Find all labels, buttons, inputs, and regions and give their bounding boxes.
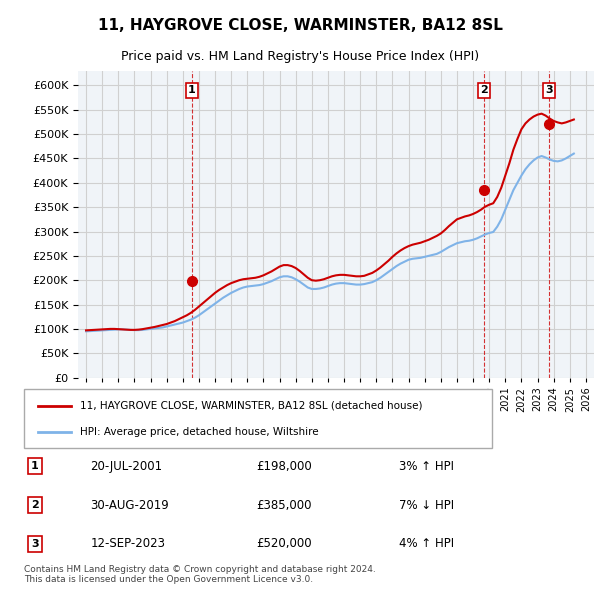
Text: 1: 1 bbox=[188, 86, 196, 95]
Text: 11, HAYGROVE CLOSE, WARMINSTER, BA12 8SL (detached house): 11, HAYGROVE CLOSE, WARMINSTER, BA12 8SL… bbox=[80, 401, 422, 411]
Text: HPI: Average price, detached house, Wiltshire: HPI: Average price, detached house, Wilt… bbox=[80, 427, 319, 437]
Text: 20-JUL-2001: 20-JUL-2001 bbox=[90, 460, 163, 473]
Text: £385,000: £385,000 bbox=[256, 499, 311, 512]
Text: £198,000: £198,000 bbox=[256, 460, 311, 473]
Text: 7% ↓ HPI: 7% ↓ HPI bbox=[400, 499, 454, 512]
Text: 12-SEP-2023: 12-SEP-2023 bbox=[90, 537, 165, 550]
Text: 30-AUG-2019: 30-AUG-2019 bbox=[90, 499, 169, 512]
FancyBboxPatch shape bbox=[24, 389, 492, 448]
Text: 2: 2 bbox=[31, 500, 39, 510]
Text: 1: 1 bbox=[31, 461, 39, 471]
Text: 11, HAYGROVE CLOSE, WARMINSTER, BA12 8SL: 11, HAYGROVE CLOSE, WARMINSTER, BA12 8SL bbox=[98, 18, 502, 32]
Text: 3% ↑ HPI: 3% ↑ HPI bbox=[400, 460, 454, 473]
Text: 3: 3 bbox=[31, 539, 39, 549]
Text: Contains HM Land Registry data © Crown copyright and database right 2024.
This d: Contains HM Land Registry data © Crown c… bbox=[24, 565, 376, 584]
Text: £520,000: £520,000 bbox=[256, 537, 311, 550]
Text: Price paid vs. HM Land Registry's House Price Index (HPI): Price paid vs. HM Land Registry's House … bbox=[121, 50, 479, 63]
Text: 4% ↑ HPI: 4% ↑ HPI bbox=[400, 537, 454, 550]
Text: 2: 2 bbox=[480, 86, 488, 95]
Text: 3: 3 bbox=[545, 86, 553, 95]
